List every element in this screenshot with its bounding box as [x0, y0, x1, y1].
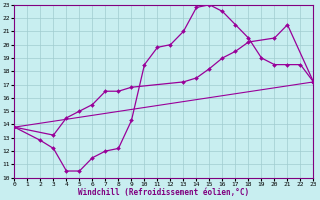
- X-axis label: Windchill (Refroidissement éolien,°C): Windchill (Refroidissement éolien,°C): [78, 188, 250, 197]
